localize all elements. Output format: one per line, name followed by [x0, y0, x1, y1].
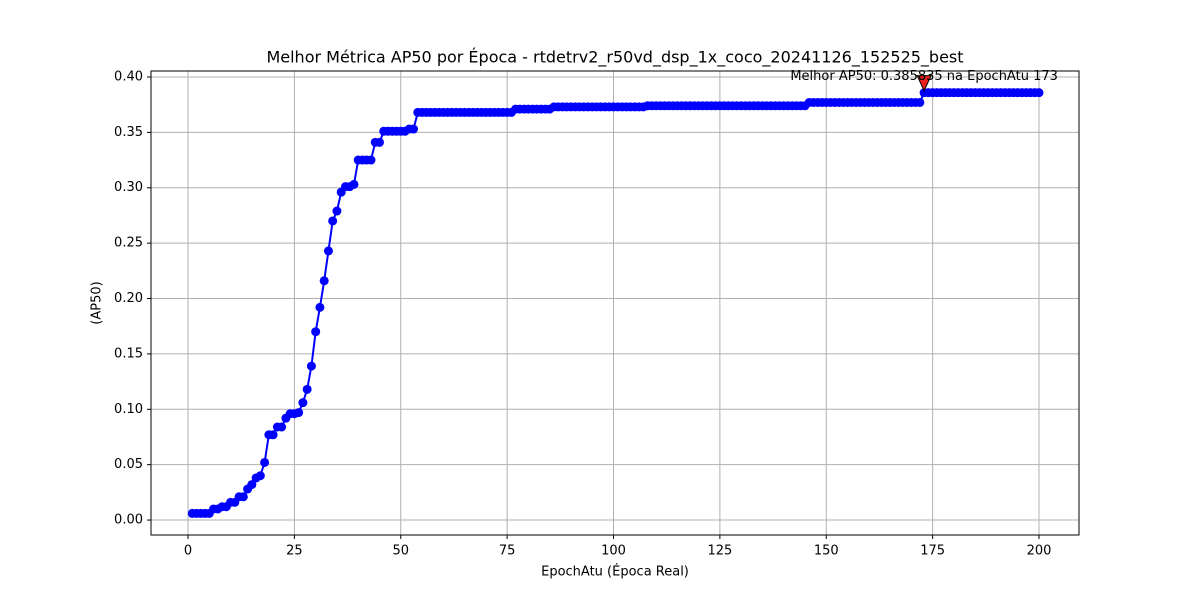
data-point [332, 206, 342, 216]
x-tick-label: 50 [392, 544, 409, 559]
best-marker [916, 75, 932, 92]
y-tick-label: 0.10 [114, 402, 143, 417]
x-tick-label: 75 [499, 544, 516, 559]
x-tick-label: 200 [1027, 544, 1052, 559]
data-point [268, 430, 278, 440]
x-tick-label: 100 [601, 544, 626, 559]
data-point [409, 124, 419, 134]
data-point [306, 361, 316, 371]
plot-frame [150, 70, 1080, 536]
data-point [366, 155, 376, 165]
y-tick-label: 0.25 [114, 236, 143, 251]
data-point [260, 457, 270, 467]
chart-title: Melhor Métrica AP50 por Época - rtdetrv2… [266, 48, 963, 68]
x-axis-label: EpochAtu (Época Real) [541, 564, 689, 580]
data-point [349, 179, 359, 189]
data-point [247, 480, 257, 490]
y-tick-label: 0.35 [114, 125, 143, 140]
data-point [302, 384, 312, 394]
x-tick-label: 175 [920, 544, 945, 559]
y-tick-label: 0.15 [114, 346, 143, 361]
x-tick-label: 0 [184, 544, 192, 559]
data-point [298, 398, 308, 408]
y-axis-label: (AP50) [90, 281, 105, 324]
annotation-text: Melhor AP50: 0.385835 na EpochAtu 173 [790, 69, 1058, 84]
y-tick-label: 0.00 [114, 513, 143, 528]
data-point [915, 97, 925, 107]
x-tick-label: 25 [286, 544, 303, 559]
y-tick-label: 0.30 [114, 180, 143, 195]
data-point [255, 471, 265, 481]
x-tick-label: 125 [707, 544, 732, 559]
data-point [328, 216, 338, 226]
data-point [238, 492, 248, 502]
data-point [311, 327, 321, 337]
x-tick-label: 150 [814, 544, 839, 559]
y-tick-label: 0.05 [114, 457, 143, 472]
data-point [323, 246, 333, 256]
y-tick-label: 0.40 [114, 69, 143, 84]
data-point [294, 408, 304, 418]
y-tick-label: 0.20 [114, 291, 143, 306]
data-point [374, 137, 384, 147]
data-point [315, 302, 325, 312]
data-point [277, 422, 287, 432]
data-point [319, 276, 329, 286]
data-point [1034, 88, 1044, 98]
